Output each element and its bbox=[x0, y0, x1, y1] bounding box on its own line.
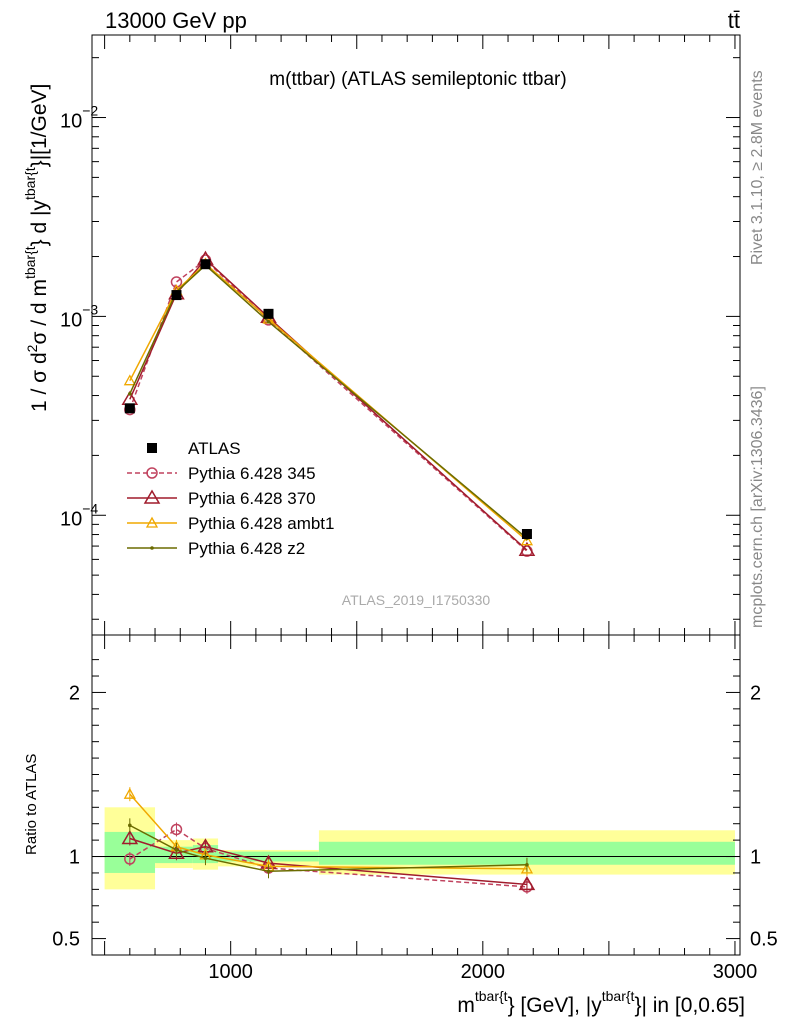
legend-marker bbox=[147, 443, 157, 453]
ratio-y-ticks: 0.5 0.5 1 1 2 2 bbox=[52, 659, 778, 951]
main-y-ticks: 10−410−310−2 bbox=[60, 57, 740, 620]
main-y-tick-label-base: 10 bbox=[60, 111, 82, 133]
ratio-x-ticks: 1000 2000 3000 bbox=[104, 635, 758, 983]
ratio-point bbox=[203, 856, 208, 860]
ratio-point bbox=[525, 862, 529, 867]
ylabel-part-2: σ / d m bbox=[28, 279, 51, 344]
ratio-y-tick-label: 2 bbox=[69, 682, 80, 704]
ratio-point bbox=[520, 862, 534, 874]
rivet-label: Rivet 3.1.10, ≥ 2.8M events bbox=[749, 70, 766, 265]
xlabel-part-2: } [GeV], |y bbox=[508, 994, 603, 1017]
ratio-series bbox=[121, 787, 536, 894]
main-title: m(ttbar) (ATLAS semileptonic ttbar) bbox=[269, 69, 566, 90]
main-point bbox=[520, 534, 534, 546]
legend-label: ATLAS bbox=[188, 439, 241, 458]
main-y-tick-label: 10−4 bbox=[60, 500, 98, 530]
main-point bbox=[518, 541, 536, 556]
ratio-y-axis-label: Ratio to ATLAS bbox=[23, 754, 40, 855]
ratio-x-tick-label: 2000 bbox=[461, 961, 506, 983]
ratio-y-tick-label-right: 2 bbox=[750, 682, 761, 704]
xlabel-part-0: m bbox=[457, 994, 475, 1017]
main-series bbox=[121, 250, 536, 557]
main-y-tick-label: 10−3 bbox=[60, 301, 98, 331]
ratio-point bbox=[121, 829, 139, 845]
xlabel-part-3: tbar{t bbox=[602, 988, 635, 1004]
xlabel-part-4: }| in [0,0.65] bbox=[634, 994, 745, 1017]
ratio-point bbox=[266, 869, 271, 874]
atlas-data-point bbox=[200, 259, 211, 270]
legend-label: Pythia 6.428 ambt1 bbox=[188, 514, 334, 533]
main-point bbox=[128, 392, 132, 396]
main-y-tick-label-exp: −3 bbox=[82, 301, 98, 317]
ratio-y-tick-label-right: 1 bbox=[750, 847, 761, 869]
legend-marker bbox=[145, 516, 159, 528]
ratio-frame bbox=[91, 634, 741, 956]
header-left: 13000 GeV pp bbox=[105, 8, 247, 33]
ratio-point bbox=[170, 823, 183, 836]
legend-marker bbox=[146, 467, 158, 479]
watermark: ATLAS_2019_I1750330 bbox=[342, 592, 491, 608]
legend: ATLAS Pythia 6.428 345 Pythia 6.428 370 Pyt… bbox=[127, 439, 334, 558]
main-x-ticks bbox=[104, 35, 736, 635]
ratio-bands bbox=[92, 807, 740, 890]
ratio-point bbox=[174, 848, 179, 852]
main-y-tick-label-exp: −4 bbox=[82, 500, 98, 516]
ratio-x-tick-label: 1000 bbox=[208, 961, 253, 983]
main-point bbox=[266, 319, 271, 324]
main-panel: m(ttbar) (ATLAS semileptonic ttbar) ATLA… bbox=[22, 34, 741, 636]
main-y-tick-label-exp: −2 bbox=[82, 103, 98, 119]
ylabel-part-3: tbar{t bbox=[22, 246, 38, 279]
ratio-y-tick-label: 0.5 bbox=[52, 929, 80, 951]
legend-label: Pythia 6.428 345 bbox=[188, 464, 316, 483]
x-axis-label: mtbar{t} [GeV], |ytbar{t}| in [0,0.65] bbox=[457, 988, 745, 1017]
atlas-data-point bbox=[171, 290, 182, 301]
atlas-data-point bbox=[263, 308, 274, 319]
ratio-panel: 0.5 0.5 1 1 2 2 1000 2000 3000 Ratio to ATLAS m… bbox=[23, 634, 778, 1017]
legend-label: Pythia 6.428 370 bbox=[188, 489, 316, 508]
main-point bbox=[123, 374, 136, 386]
xlabel-part-1: tbar{t bbox=[475, 988, 508, 1004]
ylabel-part-1: 2 bbox=[24, 344, 40, 352]
mcplots-label: mcplots.cern.ch [arXiv:1306.3436] bbox=[749, 386, 766, 628]
legend-label: Pythia 6.428 z2 bbox=[188, 539, 305, 558]
main-y-axis-label: 1 / σ d2σ / d mtbar{t} d |ytbar{t}|[1/Ge… bbox=[22, 84, 51, 412]
atlas-data-point bbox=[124, 403, 135, 414]
ylabel-part-5: tbar{t bbox=[22, 167, 38, 200]
ratio-y-tick-label-right: 0.5 bbox=[750, 929, 778, 951]
ratio-point bbox=[168, 844, 185, 860]
ylabel-part-0: 1 / σ d bbox=[28, 352, 51, 412]
atlas-data-point bbox=[521, 529, 532, 540]
main-y-tick-label-base: 10 bbox=[60, 508, 82, 530]
legend-marker bbox=[150, 546, 154, 550]
uncertainty-band-green bbox=[318, 841, 735, 865]
ratio-point bbox=[124, 853, 136, 865]
ylabel-part-4: } d |y bbox=[28, 200, 51, 247]
ratio-point bbox=[128, 823, 132, 828]
ratio-point bbox=[518, 875, 536, 891]
ylabel-part-6: }|[1/GeV] bbox=[28, 84, 51, 168]
main-y-tick-label-base: 10 bbox=[60, 309, 82, 331]
ratio-y-tick-label: 1 bbox=[69, 847, 80, 869]
ratio-x-tick-label: 3000 bbox=[713, 961, 758, 983]
ratio-point bbox=[123, 787, 136, 799]
main-y-tick-label: 10−2 bbox=[60, 103, 98, 133]
header-right: tt̄ bbox=[728, 8, 740, 33]
legend-marker bbox=[143, 489, 161, 504]
